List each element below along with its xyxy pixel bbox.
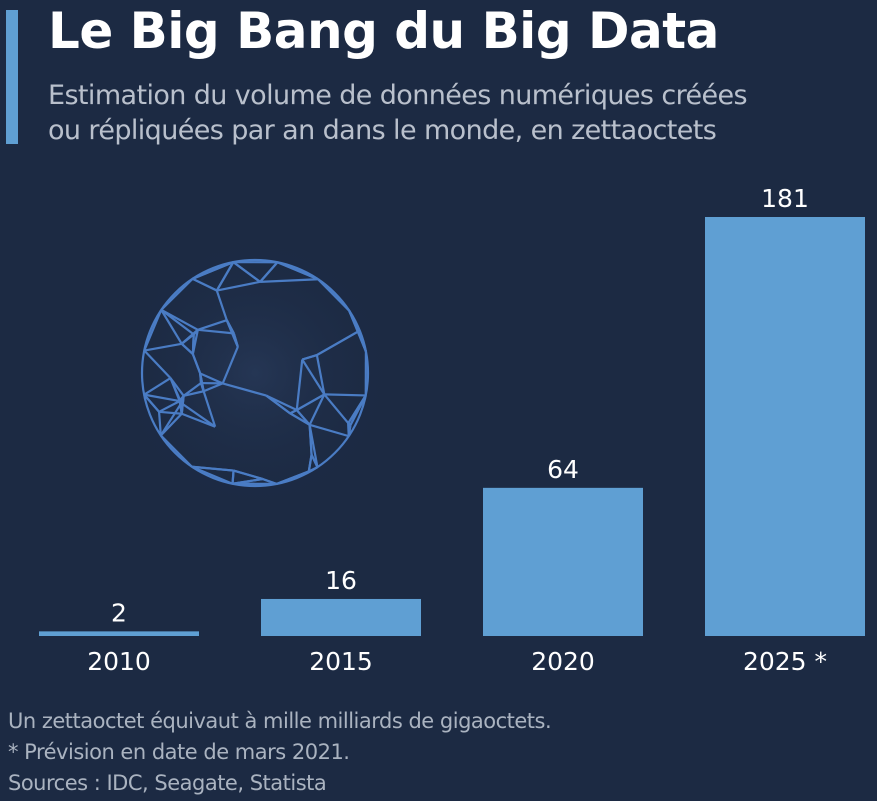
globe-edge: [215, 261, 235, 292]
value-label: 2: [111, 598, 127, 627]
globe-edge: [144, 342, 182, 352]
globe-edge: [324, 393, 366, 397]
globe-edge: [181, 412, 216, 428]
globe-edge: [181, 328, 199, 345]
globe-edge: [277, 261, 319, 281]
globe-edge: [348, 310, 367, 352]
globe-edge: [202, 390, 217, 428]
globe-edge: [192, 261, 234, 280]
globe-edge: [180, 395, 185, 414]
title-accent-bar: [6, 10, 18, 144]
globe-edge: [203, 382, 224, 393]
category-label: 2010: [87, 647, 151, 676]
subtitle-line-2: ou répliquées par an dans le monde, en z…: [48, 115, 717, 146]
globe-edge: [197, 328, 234, 335]
sources-text: Sources : IDC, Seagate, Statista: [8, 771, 327, 795]
globe-edge: [308, 424, 319, 468]
globe-edge: [316, 330, 359, 357]
globe-edge: [323, 393, 350, 424]
globe-glow: [110, 228, 400, 518]
globe-edge: [183, 382, 202, 397]
globe-edge: [233, 469, 263, 481]
globe-edge: [159, 402, 183, 437]
globe-edge: [265, 394, 298, 412]
globe-edge: [183, 390, 204, 397]
bar-2025: [705, 217, 865, 636]
globe-edge: [349, 394, 367, 426]
globe-edge: [143, 377, 172, 396]
globe-edge: [276, 470, 310, 485]
globe-edge: [307, 454, 313, 472]
globe-edge: [265, 394, 291, 415]
category-label: 2020: [531, 647, 595, 676]
globe-edge: [215, 290, 228, 321]
globe-edge: [191, 465, 234, 472]
bar-2015: [261, 598, 421, 636]
footnote-forecast: * Prévision en date de mars 2021.: [8, 740, 350, 764]
globe-edge: [180, 402, 216, 428]
globe-edge: [296, 393, 325, 411]
globe-edge: [308, 393, 326, 426]
globe-edge: [222, 382, 267, 397]
globe-wireframe: [140, 258, 370, 488]
globe-edge: [191, 465, 233, 485]
globe-edge: [160, 309, 183, 345]
globe-edge: [225, 319, 239, 348]
subtitle-line-1: Estimation du volume de données numériqu…: [48, 80, 748, 111]
bar-2020: [483, 487, 643, 636]
globe-edge: [199, 382, 205, 392]
globe-edge: [199, 373, 203, 384]
globe-edge: [191, 353, 202, 374]
globe-edge: [231, 470, 235, 484]
globe-edge: [289, 412, 311, 426]
globe-edge: [143, 393, 180, 403]
chart-title: Le Big Bang du Big Data: [48, 2, 719, 60]
globe-edge: [160, 308, 199, 331]
globe-edge: [199, 372, 224, 385]
globe-edge: [308, 466, 318, 473]
globe-edge: [301, 358, 326, 395]
category-label: 2025 *: [743, 647, 827, 676]
globe-edge: [221, 346, 239, 384]
globe-edge: [309, 423, 350, 438]
footnote-definition: Un zettaoctet équivaut à mille milliards…: [8, 709, 552, 733]
globe-edge: [158, 400, 181, 413]
globe-edge: [197, 319, 228, 331]
globe-icon: [110, 228, 400, 518]
globe-edge: [259, 261, 279, 283]
globe-edge: [315, 354, 326, 395]
globe-edge: [157, 411, 162, 436]
globe-edge: [260, 278, 319, 283]
globe-edge: [295, 359, 304, 411]
globe-edge: [301, 354, 318, 361]
value-label: 16: [325, 566, 357, 595]
value-label: 181: [761, 184, 809, 213]
category-label: 2015: [309, 647, 373, 676]
globe-edge: [191, 329, 199, 355]
globe-edge: [158, 410, 182, 415]
chart-footer: Un zettaoctet équivaut à mille milliards…: [8, 706, 552, 799]
value-label: 64: [547, 455, 579, 484]
globe-edge: [160, 434, 193, 468]
globe-edge: [317, 278, 350, 312]
globe-edge: [180, 342, 194, 355]
globe-edge: [143, 309, 163, 351]
globe-edge: [169, 377, 183, 404]
globe-edge: [216, 280, 261, 292]
globe-edge: [143, 393, 160, 413]
globe-edge: [143, 349, 172, 379]
globe-edge: [160, 278, 194, 311]
bar-2010: [39, 631, 199, 636]
globe-edge: [232, 261, 261, 283]
chart-subtitle: Estimation du volume de données numériqu…: [48, 78, 868, 148]
globe-edge: [192, 277, 218, 292]
